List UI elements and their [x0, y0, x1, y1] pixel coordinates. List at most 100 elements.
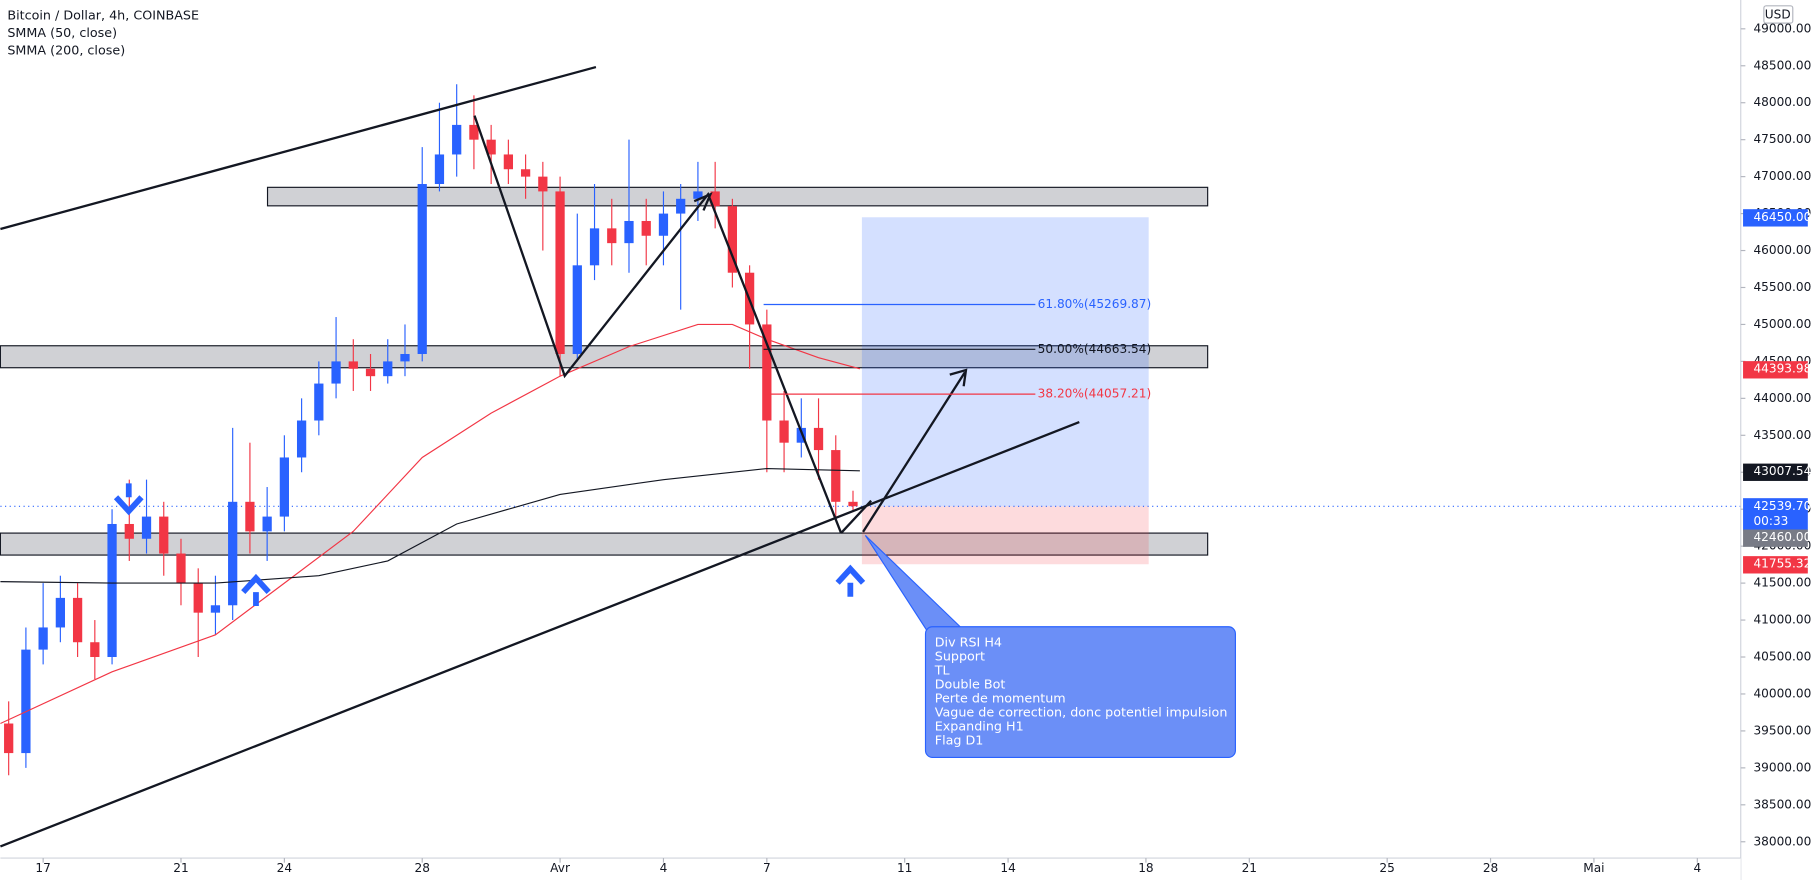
- price-badge-label: 42460.00: [1753, 530, 1811, 544]
- price-badge: [1743, 209, 1808, 227]
- x-tick-label: 28: [415, 861, 430, 875]
- candle-body: [452, 124, 462, 155]
- candle-body: [658, 213, 669, 236]
- trendline: [0, 65, 597, 231]
- y-tick-label: 48000.00: [1753, 95, 1811, 109]
- x-tick-label: 7: [763, 861, 771, 875]
- candle-body: [555, 191, 565, 355]
- y-tick-label: 41000.00: [1753, 613, 1811, 627]
- y-tick-label: 41500.00: [1753, 576, 1811, 590]
- x-tick-label: 4: [660, 861, 668, 875]
- candle-body: [262, 516, 272, 532]
- candle-body: [348, 361, 358, 369]
- moving-average: [0, 323, 861, 725]
- candle-body: [520, 169, 531, 177]
- arrow-head: [693, 192, 713, 211]
- x-tick-label: 21: [1242, 861, 1257, 875]
- candle-body: [228, 501, 238, 606]
- candle-body: [245, 501, 255, 532]
- x-tick-label: 4: [1693, 861, 1701, 875]
- x-tick-label: 21: [173, 861, 188, 875]
- time-axis: [0, 858, 1741, 880]
- y-tick-label: 39000.00: [1753, 760, 1811, 774]
- y-tick-label: 49000.00: [1753, 21, 1811, 35]
- fib-label: 61.80%(45269.87): [1038, 297, 1152, 311]
- callout-text: Flag D1: [935, 732, 984, 747]
- target-zone: [861, 217, 1149, 507]
- candle-body: [383, 361, 393, 377]
- moving-average: [0, 467, 860, 584]
- candle-body: [831, 450, 841, 502]
- up-arrow: [835, 564, 866, 597]
- y-tick-label: 45000.00: [1753, 317, 1811, 331]
- price-badge: [1743, 529, 1808, 547]
- candle-body: [141, 516, 152, 539]
- candle-body: [572, 265, 582, 355]
- candle-body: [538, 176, 548, 192]
- candle-body: [779, 420, 789, 443]
- price-axis: [1740, 0, 1814, 880]
- candle-body: [21, 649, 31, 754]
- candle-body: [469, 124, 479, 140]
- price-badge: [1743, 498, 1808, 531]
- fib-label: 50.00%(44663.54): [1038, 342, 1152, 356]
- candle-body: [417, 184, 427, 355]
- callout-text: Expanding H1: [935, 718, 1024, 733]
- y-tick-label: 39500.00: [1753, 723, 1811, 737]
- y-tick-label: 40000.00: [1753, 686, 1811, 700]
- x-tick-label: 24: [277, 861, 293, 875]
- chart-title: Bitcoin / Dollar, 4h, COINBASE: [7, 8, 199, 23]
- fib-label: 38.20%(44057.21): [1038, 387, 1152, 401]
- x-tick-label: 11: [897, 861, 912, 875]
- callout-text: Support: [935, 648, 985, 663]
- candle-body: [434, 154, 445, 185]
- callout-text: Perte de momentum: [935, 690, 1066, 705]
- y-tick-label: 48500.00: [1753, 58, 1811, 72]
- x-tick-label: 17: [35, 861, 50, 875]
- price-badge-label: 41755.32: [1753, 557, 1811, 571]
- callout-text: Vague de correction, donc potentiel impu…: [935, 704, 1228, 719]
- y-tick-label: 47000.00: [1753, 169, 1811, 183]
- candle-body: [693, 191, 703, 199]
- price-badge-label: 46450.00: [1753, 210, 1811, 224]
- x-tick-label: 28: [1483, 861, 1498, 875]
- candle-body: [38, 627, 48, 650]
- x-tick-label: Mai: [1583, 861, 1604, 875]
- y-tick-label: 44000.00: [1753, 391, 1811, 405]
- candle-body: [848, 501, 858, 507]
- y-tick-label: 40500.00: [1753, 650, 1811, 664]
- callout-text: Double Bot: [935, 676, 1006, 691]
- up-arrow: [241, 573, 271, 606]
- candle-body: [762, 324, 772, 421]
- candle-body: [193, 583, 203, 613]
- callout: [924, 626, 1236, 759]
- price-badge: [1743, 556, 1808, 574]
- candle-body: [400, 354, 410, 362]
- candle-body: [314, 383, 324, 421]
- x-tick-label: 25: [1379, 861, 1394, 875]
- zigzag: [473, 115, 843, 534]
- y-tick-label: 43500.00: [1753, 428, 1811, 442]
- x-tick-label: Avr: [550, 861, 570, 875]
- arrow: [862, 371, 966, 533]
- currency: USD: [1765, 8, 1791, 22]
- callout-text: Div RSI H4: [935, 634, 1002, 649]
- countdown: 00:33: [1753, 514, 1788, 528]
- candle-body: [279, 457, 289, 517]
- price-badge-label: 44393.98: [1753, 362, 1811, 376]
- candle-body: [55, 597, 65, 628]
- y-tick-label: 38500.00: [1753, 797, 1811, 811]
- arrow: [840, 499, 872, 534]
- arrow-head: [949, 368, 968, 387]
- y-tick-label: 47500.00: [1753, 132, 1811, 146]
- candle-body: [624, 220, 634, 244]
- candle-body: [796, 427, 806, 443]
- y-tick-label: 45500.00: [1753, 280, 1811, 294]
- trendline: [0, 421, 1080, 848]
- candle-body: [176, 553, 186, 584]
- candle-body: [124, 523, 134, 539]
- y-tick-label: 46000.00: [1753, 243, 1811, 257]
- candle-body: [486, 139, 496, 155]
- price-badge: [1743, 361, 1808, 379]
- candle-body: [641, 220, 651, 236]
